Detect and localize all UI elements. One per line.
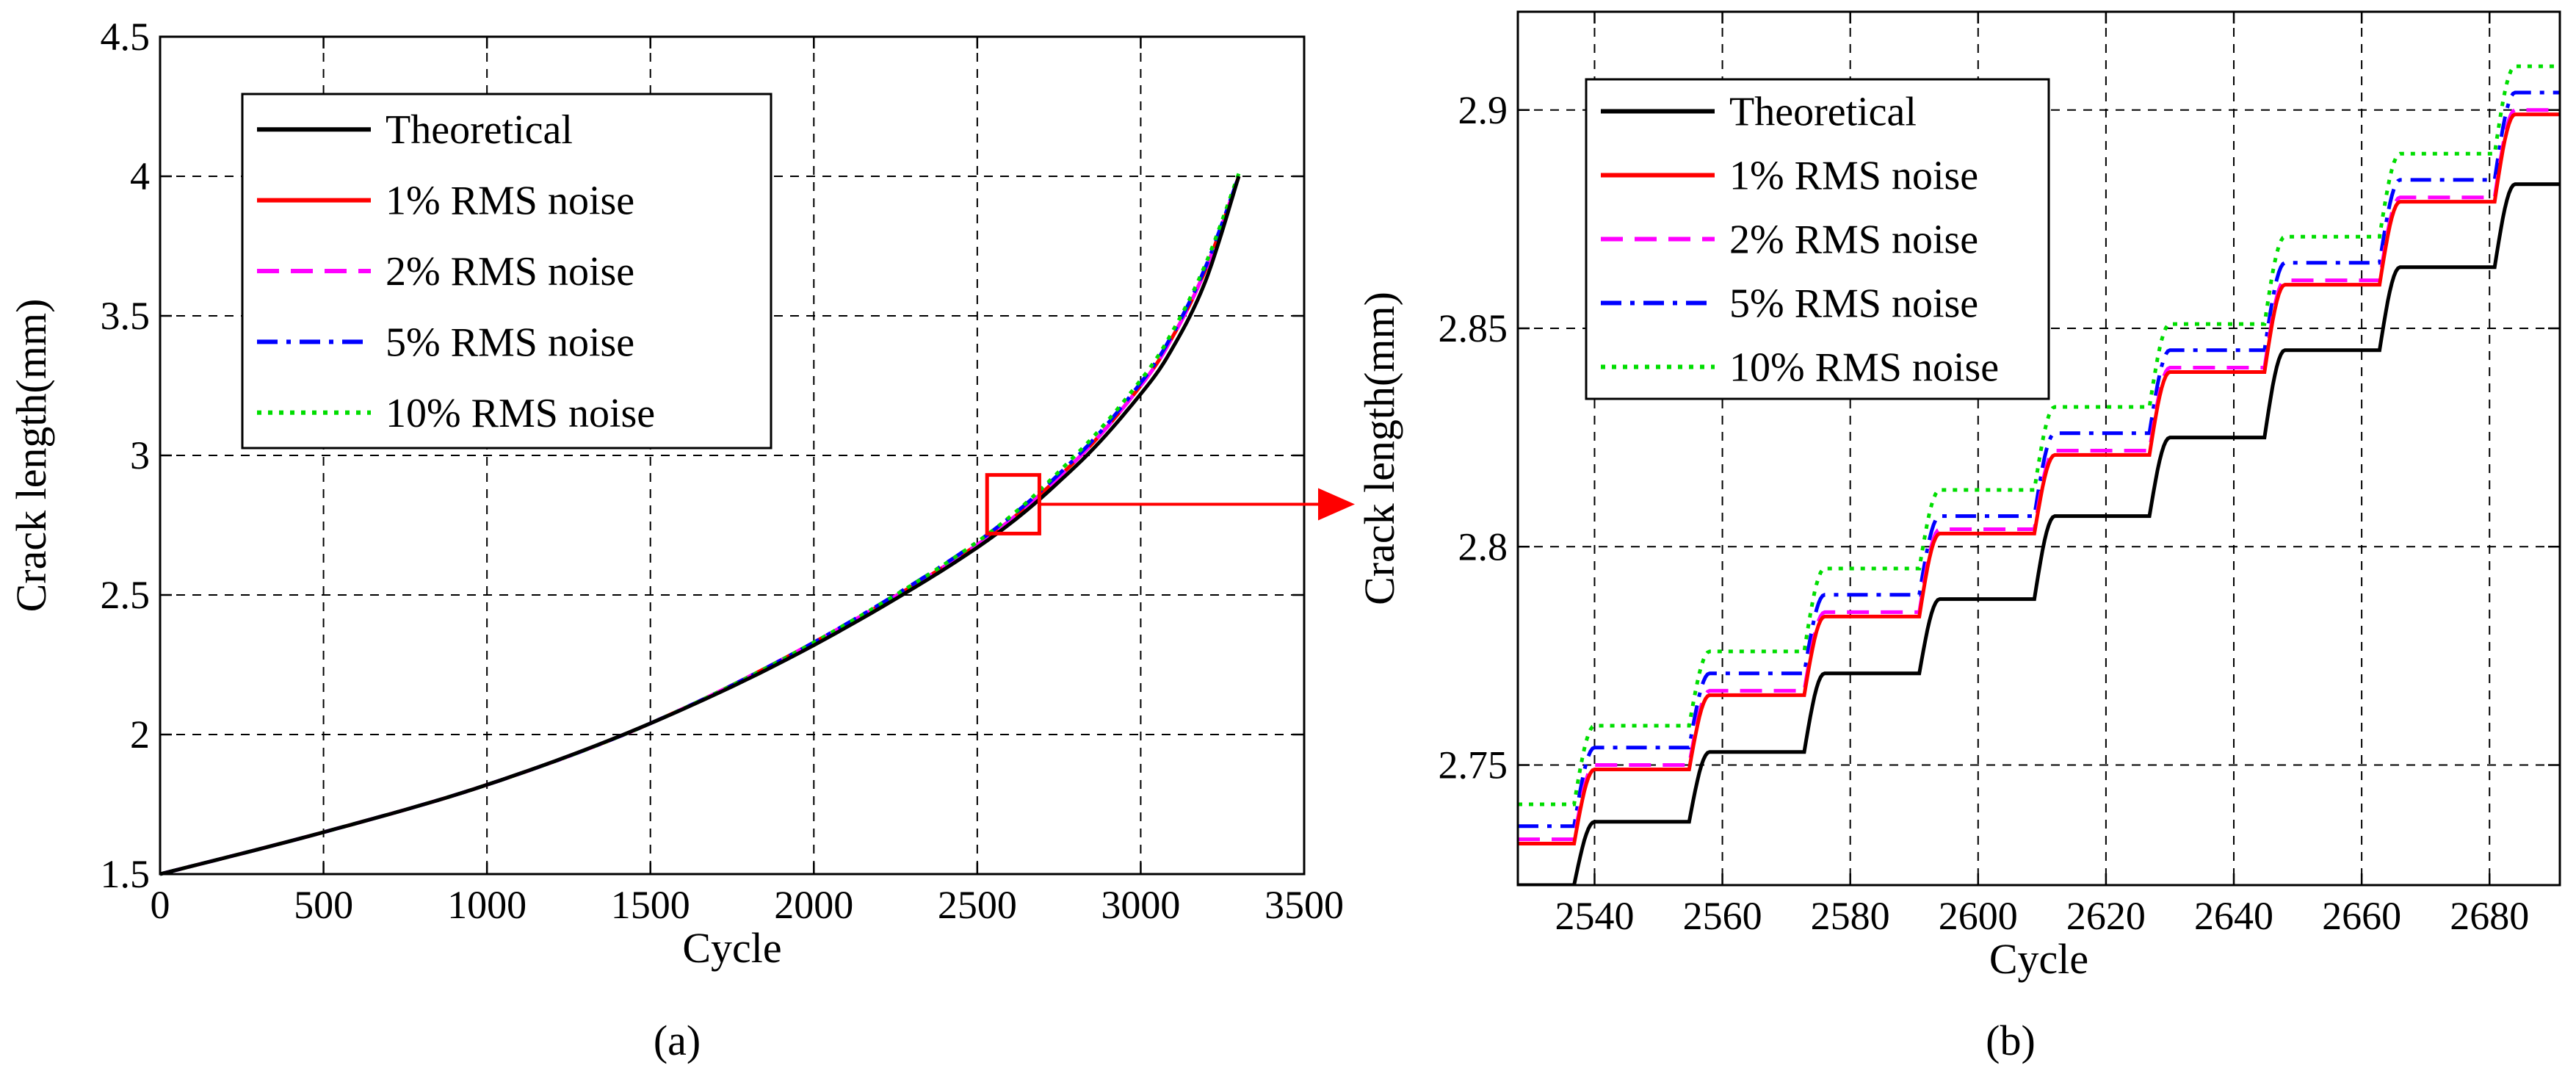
panel-a-x-tick-label: 500 xyxy=(294,883,353,927)
panel-a-y-tick-label: 3 xyxy=(130,433,150,477)
panel-b-axes-frame xyxy=(1516,10,2561,887)
panel-b-x-tick-label: 2660 xyxy=(2322,894,2401,938)
panel-a-y-tick-label: 4.5 xyxy=(101,15,151,59)
panel-a-series-line xyxy=(159,176,1241,876)
panel-b-x-tick-label: 2560 xyxy=(1683,894,1762,938)
panel-a-x-tick-label: 2000 xyxy=(774,883,853,927)
panel-a-y-tick-label: 2 xyxy=(130,712,150,757)
panel-a-x-tick-label: 2500 xyxy=(938,883,1017,927)
panel-a-x-tick-label: 1000 xyxy=(447,883,527,927)
panel-a-x-tick-label: 0 xyxy=(151,883,170,927)
panel-a-y-axis-label: Crack length(mm) xyxy=(7,299,55,613)
panel-b-series-line xyxy=(1518,182,2560,885)
panel-b-x-tick-label: 2600 xyxy=(1939,894,2018,938)
panel-b-legend-label: 5% RMS noise xyxy=(1729,281,1978,327)
panel-b-y-tick-label: 2.8 xyxy=(1458,524,1508,569)
zoom-connector xyxy=(1039,488,1355,521)
panel-a-y-tick-label: 2.5 xyxy=(101,573,151,617)
panel-b-legend-box xyxy=(1585,78,2050,400)
panel-b-x-axis-label: Cycle xyxy=(1989,935,2088,983)
panel-a-x-tick-label: 3500 xyxy=(1265,883,1344,927)
panel-a-legend-label: 2% RMS noise xyxy=(386,249,634,295)
panel-b-x-tick-label: 2620 xyxy=(2066,894,2146,938)
panel-b-legend-label: 1% RMS noise xyxy=(1729,154,1978,199)
panel-a-series-line xyxy=(159,173,1241,876)
panel-b-legend-label: 2% RMS noise xyxy=(1729,217,1978,263)
panel-b-x-tick-label: 2680 xyxy=(2450,894,2529,938)
panel-b-y-tick-label: 2.75 xyxy=(1439,743,1508,787)
panel-a-legend: Theoretical 1% RMS noise 2% RMS noise 5% RM… xyxy=(241,93,773,450)
panel-a-y-tick-label: 3.5 xyxy=(101,294,151,338)
panel-a-legend-label: Theoretical xyxy=(386,107,573,153)
panel-a-x-axis-label: Cycle xyxy=(682,924,781,972)
zoom-arrow-head xyxy=(1318,488,1355,521)
panel-b-caption: (b) xyxy=(1986,1017,2036,1064)
panel-a-axes-frame xyxy=(159,35,1306,876)
panel-b-series-line xyxy=(1518,112,2560,845)
panel-b-series-line xyxy=(1518,90,2560,829)
panel-a-y-tick-label: 4 xyxy=(130,154,150,198)
panel-b-legend: Theoretical 1% RMS noise 2% RMS noise 5% RM… xyxy=(1585,78,2050,400)
panel-a-legend-label: 1% RMS noise xyxy=(386,178,634,224)
panel-b-legend-label: 10% RMS noise xyxy=(1729,345,1999,391)
panel-a-legend-label: 5% RMS noise xyxy=(386,320,634,365)
panel-a-x-tick-label: 1500 xyxy=(611,883,690,927)
panel-b-chart: 2540 2560 2580 2600 2620 2640 2660 2680 2.75 2.8 2… xyxy=(1356,10,2561,983)
panel-b-series-group xyxy=(1518,64,2560,885)
panel-b-x-tick-label: 2540 xyxy=(1555,894,1634,938)
panel-a-x-tick-label: 3000 xyxy=(1101,883,1180,927)
panel-a-caption: (a) xyxy=(654,1017,701,1064)
panel-a-y-tick-label: 1.5 xyxy=(101,852,151,896)
panel-b-y-axis-label: Crack length(mm) xyxy=(1356,292,1403,605)
panel-b-x-tick-label: 2640 xyxy=(2194,894,2273,938)
panel-b-y-tick-label: 2.85 xyxy=(1439,306,1508,350)
panel-a-chart: 0 500 1000 1500 2000 2500 3000 3500 1.5 2 2.5 3 3.5 4… xyxy=(7,15,1344,972)
panel-b-y-tick-label: 2.9 xyxy=(1458,88,1508,132)
panel-a-legend-label: 10% RMS noise xyxy=(386,391,655,436)
panel-b-x-tick-label: 2580 xyxy=(1811,894,1890,938)
panel-b-legend-label: Theoretical xyxy=(1729,90,1917,135)
panel-a-series-line xyxy=(159,176,1241,876)
